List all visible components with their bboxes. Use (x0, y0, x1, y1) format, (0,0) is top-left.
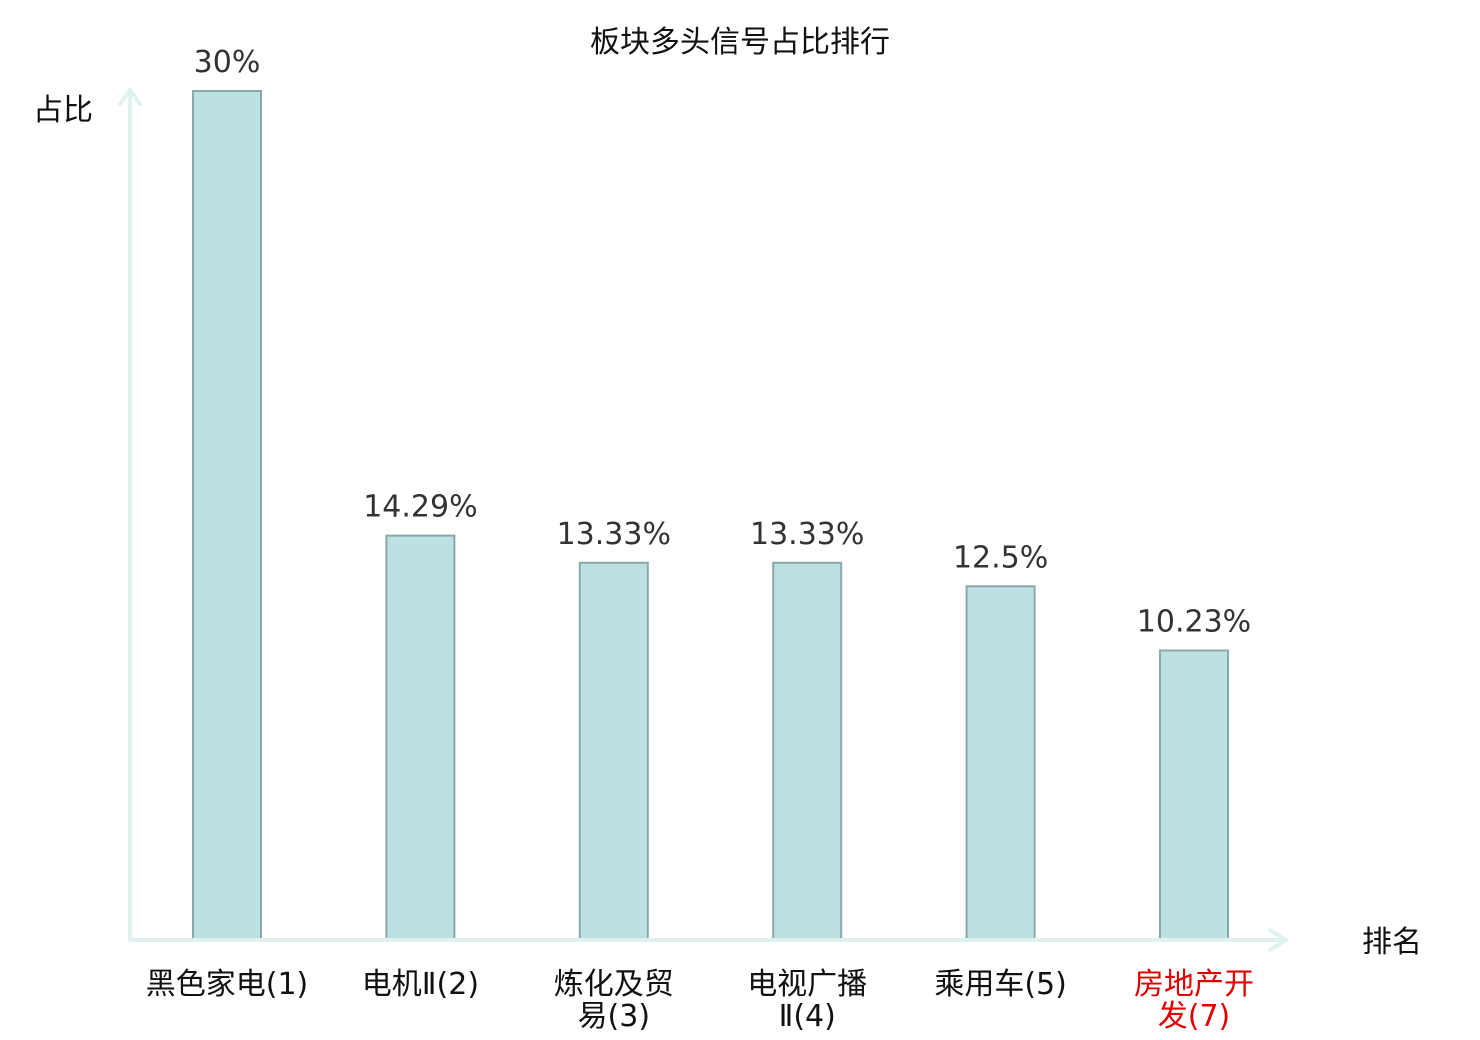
x-tick-label: 乘用车(5) (934, 967, 1067, 1002)
x-tick-label: 房地产开 (1134, 967, 1254, 1002)
bar-value-label: 12.5% (953, 540, 1048, 575)
bar-value-label: 30% (194, 45, 261, 80)
x-tick-label: 发(7) (1158, 999, 1231, 1034)
y-axis-label: 占比 (33, 93, 93, 128)
bars-group (192, 90, 1229, 942)
bar (772, 561, 843, 941)
value-labels-group: 30% 14.29% 13.33% 13.33% 12.5% 10.23% (194, 45, 1252, 640)
chart-title: 板块多头信号占比排行 (590, 25, 890, 60)
bar (965, 585, 1036, 942)
x-tick-label: 易(3) (578, 999, 651, 1034)
x-axis-label: 排名 (1362, 925, 1422, 960)
bar (1159, 649, 1229, 941)
bar (385, 534, 456, 941)
bar (578, 561, 649, 941)
x-axis-arrow (1268, 928, 1288, 952)
bar-value-label: 10.23% (1137, 605, 1251, 640)
x-tick-label: 炼化及贸 (554, 967, 674, 1002)
x-tick-label: 电视广播 (747, 967, 867, 1002)
bar-value-label: 13.33% (557, 517, 671, 552)
bar (192, 90, 262, 941)
bar-value-label: 13.33% (750, 517, 864, 552)
bar-value-label: 14.29% (363, 490, 477, 525)
x-tick-label: Ⅱ(4) (779, 999, 836, 1034)
x-tick-label: 黑色家电(1) (146, 967, 309, 1002)
x-tick-label: 电机Ⅱ(2) (362, 967, 479, 1002)
